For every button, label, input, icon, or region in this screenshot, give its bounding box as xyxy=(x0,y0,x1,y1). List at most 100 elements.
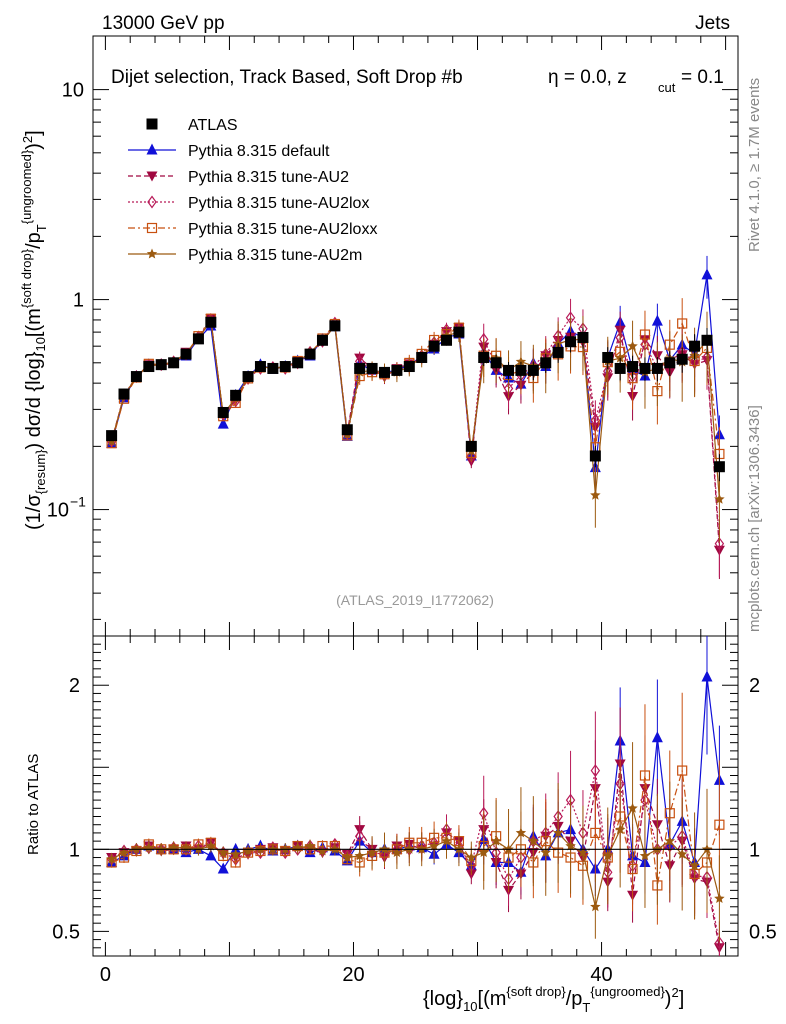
legend-marker xyxy=(146,143,158,155)
chart-title: Dijet selection, Track Based, Soft Drop … xyxy=(111,67,724,95)
data-point xyxy=(168,357,180,369)
data-point xyxy=(614,824,626,835)
series-line xyxy=(111,318,720,500)
data-point xyxy=(676,353,688,365)
data-point xyxy=(292,357,304,369)
legend-marker xyxy=(146,222,158,234)
ratio-y-tick-label: 0.5 xyxy=(749,921,777,943)
svg-text:(1/σ{resum}) dσ/d {log}10[(m{s: (1/σ{resum}) dσ/d {log}10[(m{soft drop}/… xyxy=(19,130,49,530)
data-point xyxy=(701,268,713,280)
data-point xyxy=(490,357,502,369)
svg-text:η = 0.0, z: η = 0.0, z xyxy=(548,67,627,88)
y-tick-label-exponent: −1 xyxy=(70,494,86,510)
legend-marker xyxy=(146,248,158,259)
data-point xyxy=(254,361,266,373)
data-point xyxy=(627,361,639,373)
series-main-atlas xyxy=(106,316,725,482)
svg-text:= 0.1: = 0.1 xyxy=(681,67,724,88)
data-point xyxy=(614,352,626,363)
ratio-y-tick-label: 2 xyxy=(69,675,80,697)
data-point xyxy=(441,835,452,846)
data-point xyxy=(677,318,688,329)
data-point xyxy=(478,847,489,858)
x-tick-label: 40 xyxy=(590,964,612,986)
legend-label: Pythia 8.315 tune-AU2lox xyxy=(188,195,369,212)
data-point xyxy=(342,852,353,862)
data-point xyxy=(651,731,663,743)
data-point xyxy=(651,314,663,326)
data-point xyxy=(503,364,515,376)
main-y-axis-label: (1/σ{resum}) dσ/d {log}10[(m{soft drop}/… xyxy=(19,130,49,530)
data-point xyxy=(639,329,651,340)
ratio-y-tick-label: 2 xyxy=(749,675,760,697)
legend-item: Pythia 8.315 default xyxy=(128,143,330,160)
x-axis-label: {log}10[(m{soft drop}/pT{ungroomed})2] xyxy=(423,984,684,1015)
ratio-y-tick-label: 0.5 xyxy=(52,921,80,943)
data-point xyxy=(217,417,229,429)
ratio-series xyxy=(93,636,738,956)
data-point xyxy=(428,840,440,851)
legend-marker xyxy=(146,118,158,130)
analysis-watermark: (ATLAS_2019_I1772062) xyxy=(336,592,494,608)
data-point xyxy=(453,326,465,338)
data-point xyxy=(465,440,477,452)
data-point xyxy=(714,537,725,551)
data-point xyxy=(664,835,676,846)
data-point xyxy=(391,364,403,376)
data-point xyxy=(217,862,229,874)
data-point xyxy=(205,849,217,861)
series-main-pythia-8-315-tune-au2m xyxy=(106,311,725,543)
data-point xyxy=(279,361,291,373)
series-line xyxy=(111,770,720,944)
data-point xyxy=(441,334,453,346)
data-point xyxy=(602,351,614,363)
data-point xyxy=(614,362,626,374)
data-point xyxy=(106,853,117,864)
data-point xyxy=(354,362,366,374)
data-point xyxy=(230,389,242,401)
data-point xyxy=(714,936,725,950)
data-point xyxy=(565,840,576,851)
data-point xyxy=(329,320,341,332)
ratio-y-axis-label: Ratio to ATLAS xyxy=(25,754,42,855)
data-point xyxy=(218,847,229,858)
legend-item: Pythia 8.315 tune-AU2lox xyxy=(128,195,369,212)
svg-text:Dijet selection, Track Based,: Dijet selection, Track Based, Soft Drop … xyxy=(111,67,463,88)
data-point xyxy=(354,850,365,861)
data-point xyxy=(565,336,577,348)
data-point xyxy=(205,840,217,851)
data-point xyxy=(627,802,638,813)
legend-item: Pythia 8.315 tune-AU2 xyxy=(128,169,349,186)
data-point xyxy=(602,850,613,861)
legend-label: Pythia 8.315 tune-AU2 xyxy=(188,169,349,186)
data-point xyxy=(639,770,651,781)
data-point xyxy=(577,847,589,858)
x-tick-label: 20 xyxy=(342,964,364,986)
legend-label: ATLAS xyxy=(188,117,238,134)
data-point xyxy=(577,331,589,343)
data-point xyxy=(341,424,353,436)
data-point xyxy=(242,371,254,383)
legend-item: Pythia 8.315 tune-AU2loxx xyxy=(128,221,377,238)
data-point xyxy=(590,827,601,839)
data-point xyxy=(391,847,403,858)
data-point xyxy=(130,371,142,383)
data-point xyxy=(143,361,155,373)
svg-text:{log}10[(m{soft drop}/pT{ungro: {log}10[(m{soft drop}/pT{ungroomed})2] xyxy=(423,984,684,1015)
data-point xyxy=(714,893,725,904)
legend-label: Pythia 8.315 tune-AU2m xyxy=(188,247,362,264)
data-point xyxy=(701,334,713,346)
data-point xyxy=(528,835,539,846)
y-tick-label: 10 xyxy=(47,500,69,522)
data-point xyxy=(677,765,688,776)
mcplots-label: mcplots.cern.ch [arXiv:1306.3436] xyxy=(746,405,763,632)
data-point xyxy=(304,348,316,360)
data-point xyxy=(230,848,241,859)
data-point xyxy=(267,362,279,374)
data-point xyxy=(106,430,118,442)
ratio-y-tick-label: 1 xyxy=(749,839,760,861)
data-point xyxy=(639,850,651,861)
legend: ATLAS Pythia 8.315 default Pythia 8.315 tu… xyxy=(128,117,377,264)
